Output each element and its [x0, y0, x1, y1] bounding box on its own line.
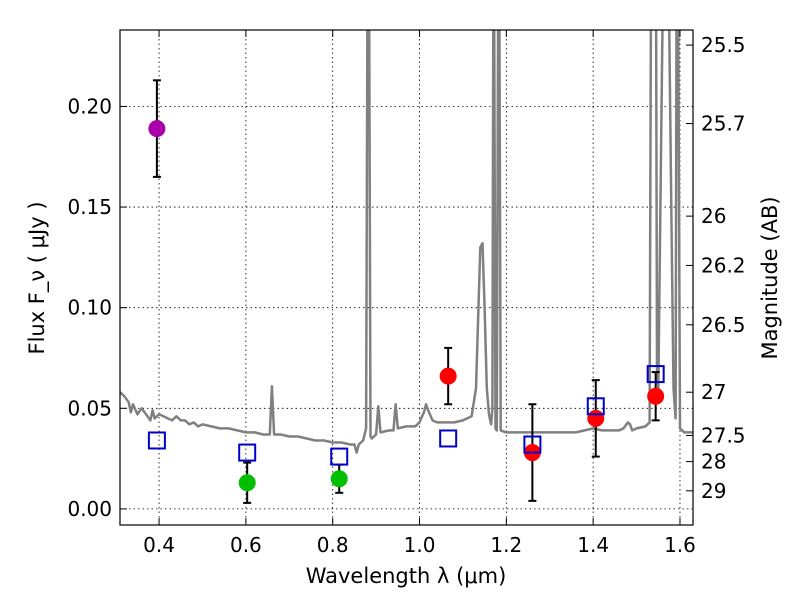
model-sed-line	[120, 30, 693, 454]
plot-frame	[119, 29, 694, 526]
right-tick-label: 27.5	[701, 423, 746, 447]
right-tick-label: 25.5	[701, 33, 746, 57]
right-tick-label: 26	[701, 204, 726, 228]
data-point	[439, 367, 457, 385]
model-sed-layer	[120, 30, 693, 454]
data-point	[330, 470, 348, 488]
x-tick-label: 0.6	[230, 533, 262, 557]
x-tick-label: 0.8	[317, 533, 349, 557]
y-tick-label: 0.10	[67, 296, 112, 320]
x-tick-label: 0.4	[143, 533, 175, 557]
x-tick-label: 1.2	[490, 533, 522, 557]
y-tick-label: 0.20	[67, 94, 112, 118]
right-tick-label: 27	[701, 380, 726, 404]
model-photometry-square	[646, 365, 665, 384]
y-axis-label-right: Magnitude (AB)	[758, 196, 782, 359]
data-point	[238, 474, 256, 492]
right-tick-label: 25.7	[701, 112, 746, 136]
plot-background	[120, 30, 693, 525]
x-tick-label: 1.0	[404, 533, 436, 557]
model-photometry-square	[586, 397, 605, 416]
model-photometry-square	[147, 431, 166, 450]
model-photometry-square	[238, 443, 257, 462]
axis-ticks: 0.4 0.6 0.8 1.0 1.2 1.4 1.6 0.00 0.05 0.10 0.15 0.2…	[67, 30, 746, 557]
x-tick-label: 1.6	[664, 533, 696, 557]
right-tick-label: 26.2	[701, 253, 746, 277]
data-markers	[147, 120, 665, 492]
x-tick-label: 1.4	[577, 533, 609, 557]
y-tick-label: 0.05	[67, 396, 112, 420]
model-photometry-square	[523, 435, 542, 454]
right-tick-label: 26.5	[701, 313, 746, 337]
right-tick-label: 29	[701, 479, 726, 503]
model-photometry-square	[439, 429, 458, 448]
data-point	[647, 387, 665, 405]
y-tick-label: 0.15	[67, 195, 112, 219]
data-point	[148, 120, 166, 138]
y-tick-label: 0.00	[67, 497, 112, 521]
y-axis-label: Flux F_ν ( μJy )	[25, 201, 50, 354]
model-photometry-square	[330, 447, 349, 466]
x-axis-label: Wavelength λ (μm)	[306, 564, 507, 588]
right-tick-label: 28	[701, 450, 726, 474]
data-point	[587, 409, 605, 427]
